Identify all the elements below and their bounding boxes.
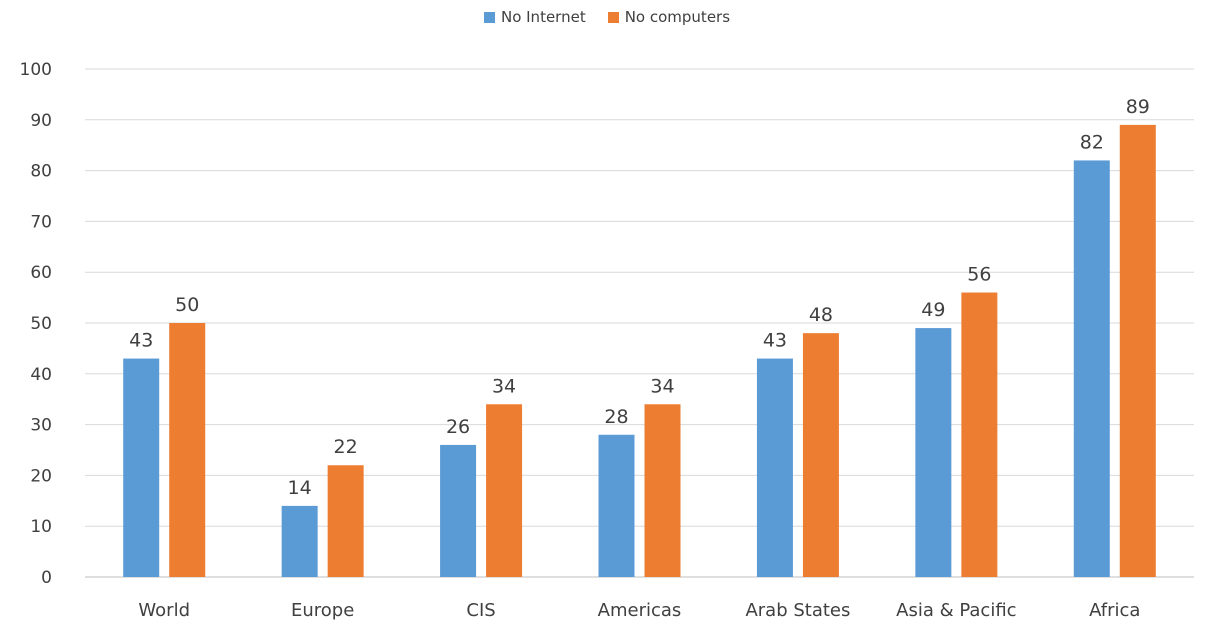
- data-label: 49: [921, 299, 945, 321]
- x-tick-label: Arab States: [745, 600, 850, 621]
- bar-no-internet: [1073, 160, 1110, 577]
- bar-no-computers: [644, 404, 681, 577]
- x-tick-label: Americas: [598, 600, 682, 621]
- bar-no-internet: [440, 444, 477, 577]
- y-tick-label: 90: [30, 111, 52, 131]
- legend-label-no-computers: No computers: [624, 8, 731, 26]
- data-label: 26: [446, 416, 470, 438]
- y-tick-label: 40: [30, 365, 52, 385]
- gridlines: [85, 68, 1194, 578]
- y-tick-label: 0: [41, 568, 52, 588]
- y-tick-label: 50: [30, 314, 52, 334]
- bar-no-computers: [486, 404, 523, 577]
- x-tick-label: CIS: [466, 600, 495, 621]
- bar-no-internet: [915, 328, 952, 577]
- y-tick-label: 20: [30, 466, 52, 486]
- data-label: 48: [809, 304, 833, 326]
- y-tick-label: 60: [30, 263, 52, 283]
- data-label: 56: [967, 264, 991, 286]
- data-label: 22: [334, 436, 358, 458]
- x-tick-label: Europe: [291, 600, 354, 621]
- bar-no-computers: [169, 323, 206, 577]
- data-label: 34: [492, 375, 516, 397]
- legend-item-no-computers: No computers: [607, 8, 731, 26]
- y-tick-label: 80: [30, 162, 52, 182]
- bar-no-computers: [1119, 124, 1156, 577]
- legend-swatch-no-computers: [607, 11, 619, 23]
- legend: No Internet No computers: [0, 8, 1214, 26]
- x-tick-label: Asia & Pacific: [896, 600, 1016, 621]
- bar-no-internet: [598, 434, 635, 577]
- legend-item-no-internet: No Internet: [483, 8, 586, 26]
- legend-label-no-internet: No Internet: [500, 8, 586, 26]
- y-tick-label: 100: [20, 60, 52, 80]
- x-tick-label: Africa: [1089, 600, 1140, 621]
- y-axis: 0 10 20 30 40 50 60 70 80 90 100: [20, 60, 52, 588]
- data-label: 34: [650, 375, 674, 397]
- x-tick-label: World: [138, 600, 190, 621]
- bar-no-computers: [802, 333, 839, 577]
- bars: [123, 124, 1156, 577]
- y-tick-label: 10: [30, 517, 52, 537]
- data-labels: 43 50 14 22 26 34 28 34 43 48 49 56 82 89: [129, 96, 1150, 499]
- legend-swatch-no-internet: [483, 11, 495, 23]
- data-label: 43: [763, 330, 787, 352]
- bar-no-computers: [961, 292, 998, 577]
- bar-no-internet: [281, 505, 318, 577]
- bar-no-internet: [756, 358, 793, 577]
- data-label: 43: [129, 330, 153, 352]
- data-label: 14: [288, 477, 312, 499]
- x-axis: World Europe CIS Americas Arab States Asia & …: [138, 600, 1140, 621]
- data-label: 82: [1080, 131, 1104, 153]
- y-tick-label: 70: [30, 212, 52, 232]
- data-label: 28: [604, 406, 628, 428]
- data-label: 89: [1126, 96, 1150, 118]
- y-tick-label: 30: [30, 416, 52, 436]
- bar-no-internet: [123, 358, 160, 577]
- bar-no-computers: [327, 465, 364, 577]
- data-label: 50: [175, 294, 199, 316]
